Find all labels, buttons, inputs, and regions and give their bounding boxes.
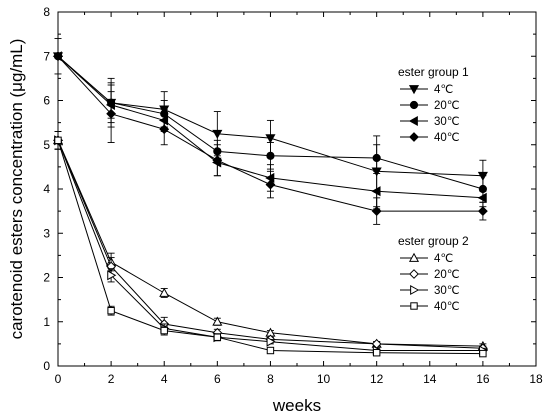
legend-title: ester group 1	[398, 65, 469, 79]
legend-marker	[409, 132, 419, 142]
legend-marker	[408, 115, 418, 127]
legend-layer: ester group 1 4℃ 20℃ 30℃ 40℃ ester group 2 4℃ 2…	[398, 65, 469, 313]
legend-marker	[408, 252, 420, 262]
data-point	[160, 326, 168, 335]
legend-marker	[408, 85, 420, 95]
data-point	[212, 316, 223, 326]
x-tick-label: 12	[370, 372, 384, 386]
data-point	[212, 155, 223, 166]
x-tick-label: 16	[476, 372, 490, 386]
data-point	[371, 186, 381, 197]
x-tick-label: 6	[214, 372, 221, 386]
legend-label: 4℃	[434, 253, 453, 265]
data-point	[266, 346, 275, 355]
data-point	[372, 349, 381, 357]
legend-label: 30℃	[434, 116, 460, 128]
legend-marker	[409, 100, 419, 110]
data-point	[371, 206, 382, 217]
y-tick-label: 0	[43, 359, 50, 373]
data-point	[159, 287, 170, 297]
data-point	[107, 306, 115, 315]
y-tick-label: 6	[43, 94, 50, 108]
data-point	[53, 51, 63, 62]
legend-marker	[410, 302, 418, 310]
data-point	[213, 333, 222, 341]
data-point	[107, 270, 117, 281]
data-point	[54, 136, 62, 145]
data-point	[212, 129, 223, 139]
x-tick-label: 0	[55, 372, 62, 386]
x-tick-label: 4	[161, 372, 168, 386]
y-tick-label: 1	[43, 315, 50, 329]
data-point	[372, 153, 381, 163]
series-layer	[52, 38, 489, 358]
x-tick-label: 2	[108, 372, 115, 386]
data-point	[479, 349, 487, 358]
data-point	[159, 124, 170, 135]
legend-label: 20℃	[434, 269, 460, 281]
legend-marker	[409, 269, 419, 279]
y-tick-label: 8	[43, 5, 50, 19]
x-tick-label: 18	[529, 372, 543, 386]
y-tick-label: 3	[43, 226, 50, 240]
y-tick-label: 7	[43, 49, 50, 63]
x-tick-label: 10	[317, 372, 331, 386]
data-point	[106, 108, 117, 119]
x-tick-label: 14	[423, 372, 437, 386]
data-point	[265, 134, 276, 144]
legend-label: 40℃	[434, 301, 460, 313]
data-point	[266, 336, 276, 347]
data-point	[265, 179, 276, 190]
legend-marker	[410, 284, 420, 296]
legend-label: 4℃	[434, 84, 453, 96]
x-tick-label: 8	[267, 372, 274, 386]
legend-group-2: ester group 2 4℃ 20℃ 30℃ 40℃	[398, 234, 469, 313]
series-g1-4	[53, 51, 488, 225]
y-tick-label: 5	[43, 138, 50, 152]
data-point	[477, 192, 487, 203]
y-tick-label: 4	[43, 182, 50, 196]
series-g2-4	[54, 131, 487, 358]
legend-label: 30℃	[434, 285, 460, 297]
legend-title: ester group 2	[398, 234, 469, 248]
x-axis-title: weeks	[272, 396, 321, 415]
legend-group-1: ester group 1 4℃ 20℃ 30℃ 40℃	[398, 65, 469, 144]
data-point	[477, 206, 488, 217]
data-point	[266, 151, 275, 160]
y-axis-title: carotenoid esters concentration (μg/mL)	[7, 39, 26, 340]
y-tick-label: 2	[43, 271, 50, 285]
legend-label: 40℃	[434, 132, 460, 144]
legend-label: 20℃	[434, 100, 460, 112]
